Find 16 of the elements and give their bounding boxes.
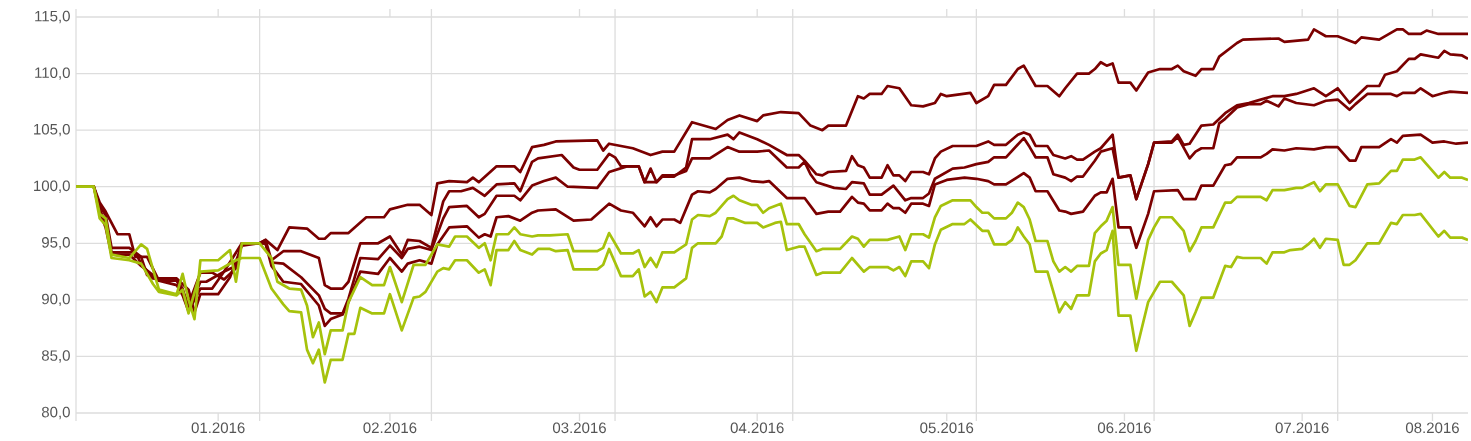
x-tick-label: 02.2016: [363, 422, 417, 434]
x-tick-label: 07.2016: [1275, 422, 1329, 434]
y-tick-label: 105,0: [34, 123, 70, 137]
y-tick-label: 90,0: [41, 293, 70, 307]
x-tick-label: 04.2016: [730, 422, 784, 434]
x-tick-label: 01.2016: [191, 422, 245, 434]
y-tick-label: 110,0: [35, 67, 70, 80]
y-tick-label: 80,0: [41, 406, 70, 420]
x-tick-label: 06.2016: [1097, 422, 1151, 434]
y-tick-label: 115,0: [35, 10, 70, 24]
x-tick-label: 03.2016: [552, 422, 606, 434]
x-tick-label: 05.2016: [920, 422, 974, 434]
y-tick-label: 95,0: [41, 237, 70, 250]
y-tick-label: 100,0: [34, 180, 70, 193]
y-tick-label: 85,0: [41, 350, 70, 363]
x-tick-label: 08.2016: [1405, 422, 1459, 434]
